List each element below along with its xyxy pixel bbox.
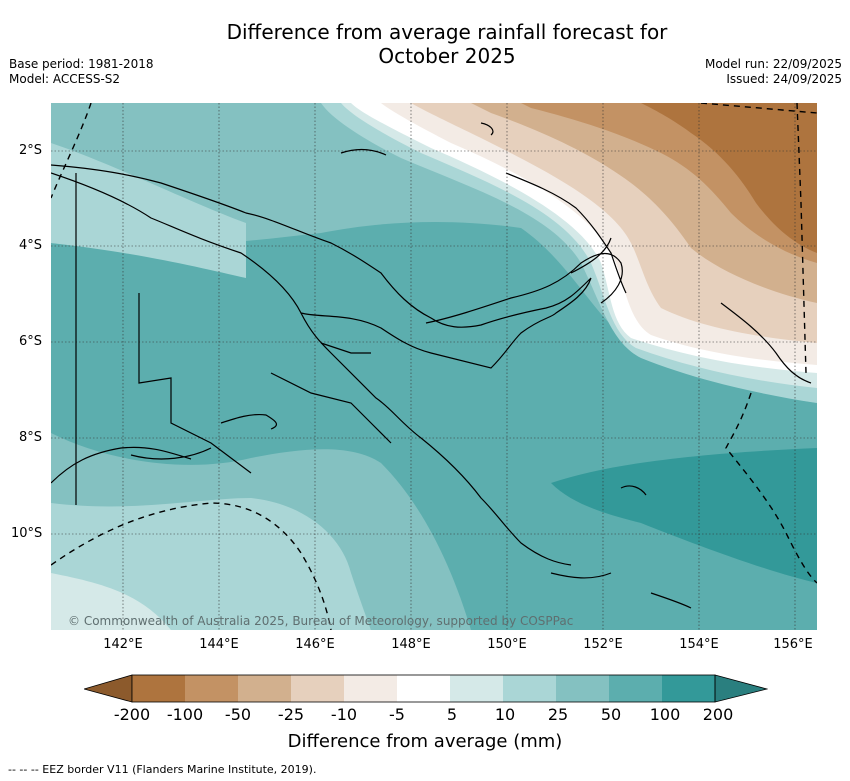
legend-label-10: 100 [649, 705, 681, 724]
eez-footnote: -- -- -- EEZ border V11 (Flanders Marine… [8, 763, 317, 776]
legend-swatch-11 [662, 675, 715, 702]
lat-tick-8s: 8°S [19, 430, 43, 445]
legend-swatch-8 [503, 675, 556, 702]
legend-label-3: -25 [277, 705, 305, 724]
legend-title: Difference from average (mm) [287, 731, 563, 752]
legend-swatch-1 [132, 675, 185, 702]
legend-label-4: -10 [330, 705, 358, 724]
lon-tick-150e: 150°E [487, 637, 527, 652]
legend-label-9: 50 [600, 705, 622, 724]
legend-swatch-5 [344, 675, 397, 702]
band-100-200-east [551, 448, 817, 583]
legend-colorbar [84, 674, 768, 703]
lat-tick-6s: 6°S [19, 334, 43, 349]
meta-left: Base period: 1981-2018 Model: ACCESS-S2 [9, 57, 154, 87]
legend-swatch-9 [556, 675, 609, 702]
lon-tick-148e: 148°E [391, 637, 431, 652]
legend-swatch-10 [609, 675, 662, 702]
lon-tick-152e: 152°E [583, 637, 623, 652]
lat-tick-2s: 2°S [19, 143, 43, 158]
legend-label-6: 5 [446, 705, 458, 724]
graticule [51, 103, 817, 630]
legend-label-11: 200 [702, 705, 734, 724]
lon-tick-146e: 146°E [295, 637, 335, 652]
lon-tick-154e: 154°E [679, 637, 719, 652]
title-line-2: October 2025 [378, 44, 516, 68]
model-name: Model: ACCESS-S2 [9, 72, 121, 86]
legend-swatch-12 [714, 674, 768, 703]
eez-border [51, 103, 817, 630]
legend-swatch-4 [291, 675, 344, 702]
meta-right: Model run: 22/09/2025 Issued: 24/09/2025 [705, 57, 842, 87]
legend-swatch-7 [450, 675, 503, 702]
model-run: Model run: 22/09/2025 [704, 57, 842, 71]
legend-frame [131, 674, 716, 703]
band-minus-200-minus-100 [641, 103, 817, 253]
title-line-1: Difference from average rainfall forecas… [226, 20, 668, 44]
legend-label-8: 25 [547, 705, 569, 724]
legend-swatch-6 [397, 675, 450, 702]
legend-label-1: -100 [166, 705, 204, 724]
coastlines [51, 122, 812, 609]
lon-tick-142e: 142°E [103, 637, 143, 652]
map-title: Difference from average rainfall forecas… [0, 20, 850, 68]
legend-label-7: 10 [494, 705, 516, 724]
legend-swatch-3 [238, 675, 291, 702]
lon-tick-156e: 156°E [773, 637, 813, 652]
band-5-10-southwest [51, 573, 171, 630]
band-10-25-northwest [51, 143, 246, 278]
issued-date: Issued: 24/09/2025 [726, 72, 842, 86]
lat-tick-4s: 4°S [19, 238, 43, 253]
lat-tick-10s: 10°S [11, 526, 43, 541]
rainfall-map [51, 103, 817, 630]
legend-label-0: -200 [113, 705, 151, 724]
credit-text: © Commonwealth of Australia 2025, Bureau… [68, 614, 574, 628]
legend-label-2: -50 [224, 705, 252, 724]
band-10-25-southwest [51, 498, 371, 630]
legend-swatch-2 [185, 675, 238, 702]
legend-label-5: -5 [389, 705, 405, 724]
legend-swatch-0 [84, 674, 133, 703]
lon-tick-144e: 144°E [199, 637, 239, 652]
base-period: Base period: 1981-2018 [9, 57, 154, 71]
